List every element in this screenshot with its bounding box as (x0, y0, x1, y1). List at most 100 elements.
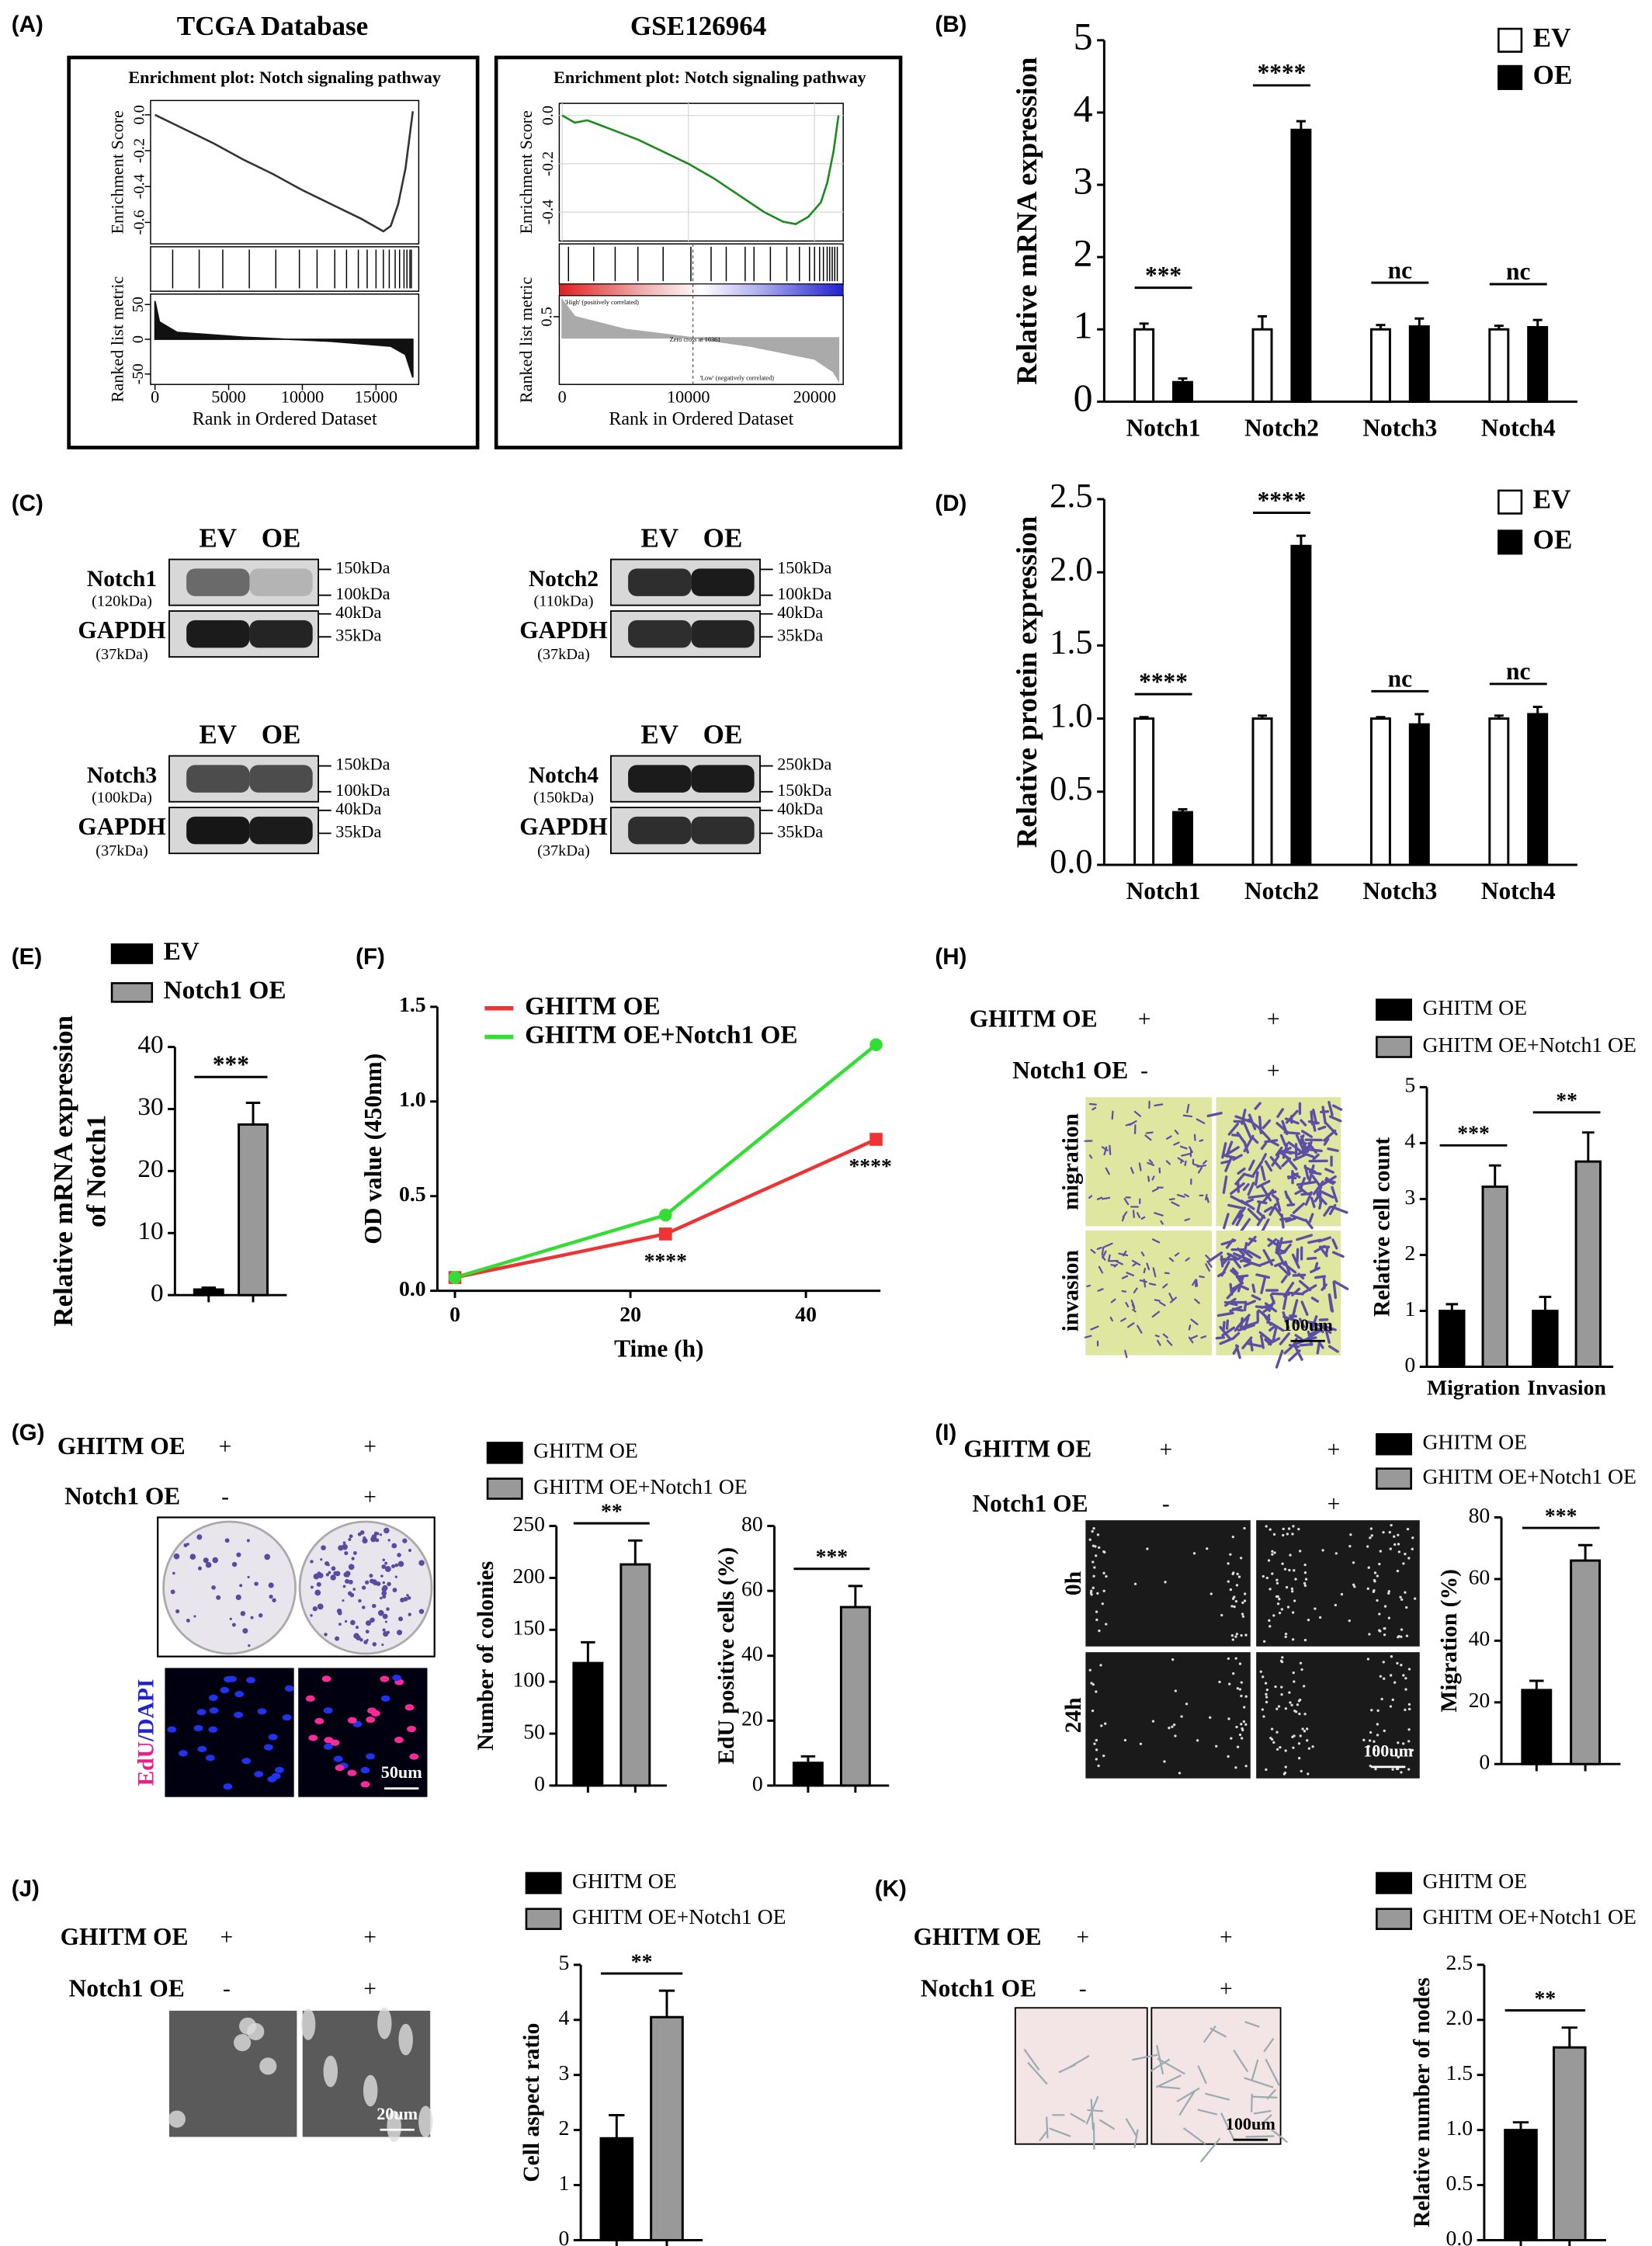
colony (331, 1566, 336, 1571)
cell-speck (1209, 1716, 1212, 1719)
cell-stain (1246, 1249, 1262, 1259)
plot-frame (150, 99, 420, 245)
cell-speck (1230, 1737, 1233, 1740)
cell-stain (1299, 1317, 1306, 1328)
control-label: GAPDH (519, 813, 607, 840)
control-size: (37kDa) (95, 842, 148, 859)
image-background (1256, 1520, 1420, 1647)
cell-stain (1192, 1279, 1196, 1286)
cell-stain (1159, 1301, 1166, 1307)
control-size: (37kDa) (537, 842, 590, 859)
cell-stain (1223, 1213, 1230, 1230)
cell-speck (1282, 1533, 1285, 1537)
legend-swatch (110, 982, 154, 1003)
cell-speck (1397, 1636, 1400, 1639)
cell-stain (1262, 1305, 1273, 1314)
y-tick-label: 1.0 (1446, 2116, 1473, 2140)
cell-speck (1352, 1583, 1355, 1586)
cell-speck (1262, 1715, 1265, 1718)
cell-speck (1275, 1578, 1279, 1581)
cell-stain (1310, 1196, 1316, 1208)
colony (327, 1563, 330, 1567)
cell-stain (1162, 1283, 1168, 1289)
cell-speck (1303, 1571, 1307, 1574)
x-tick-label: 0 (558, 387, 567, 407)
nucleus (223, 1783, 233, 1790)
cell-speck (1373, 1571, 1377, 1574)
y-tick-label: 2.0 (1446, 2005, 1473, 2029)
cell-speck (1379, 1550, 1382, 1553)
y-tick-label: 1.5 (1446, 2060, 1473, 2085)
condition-mark: + (1159, 1437, 1172, 1462)
tube-segment (1098, 2119, 1116, 2130)
cell-stain (1275, 1349, 1284, 1369)
cell-stain (1247, 1235, 1257, 1246)
cell-stain (1309, 1328, 1320, 1336)
panel-header: GSE126964 (630, 11, 766, 41)
target-size: (150kDa) (533, 790, 594, 807)
blot-band (249, 765, 313, 793)
cell-stain (1281, 1120, 1289, 1136)
cell-speck (1373, 1748, 1376, 1751)
cell-speck (1237, 1575, 1241, 1578)
cell-stain (1242, 1182, 1250, 1191)
cell-stain (1311, 1175, 1323, 1189)
bar (1133, 717, 1155, 866)
cell-stain (1260, 1304, 1273, 1310)
cell-stain (1231, 1133, 1241, 1137)
micrograph (1208, 1231, 1349, 1369)
y-axis-label: Relative mRNA expression (1011, 57, 1043, 385)
cell-speck (1270, 1727, 1274, 1730)
bar (1172, 811, 1193, 866)
cell-speck (1300, 1769, 1303, 1773)
cell-speck (1265, 1576, 1268, 1580)
y-tick-label: 1 (559, 2171, 570, 2195)
tube-segment (1149, 2058, 1171, 2073)
cell-speck (1397, 1543, 1400, 1546)
colony (264, 1553, 271, 1560)
cell-stain (1154, 1212, 1164, 1217)
colony (398, 1616, 404, 1622)
cell-speck (1393, 1681, 1397, 1684)
colony (387, 1581, 391, 1587)
cell-stain (1235, 1213, 1244, 1227)
cell-speck (1303, 1638, 1307, 1642)
x-tick-label: 0 (151, 387, 159, 407)
cell-stain (1248, 1159, 1255, 1172)
condition-mark: + (1138, 1007, 1151, 1032)
cell-speck (1091, 1710, 1095, 1713)
legend-label: GHITM OE (533, 1439, 638, 1463)
nucleus (321, 1675, 331, 1682)
row-label: invasion (1059, 1250, 1084, 1331)
cell-speck (1275, 1707, 1279, 1710)
cell-stain (1154, 1103, 1164, 1107)
cell-stain (1262, 1313, 1272, 1326)
cell-stain (1254, 1171, 1259, 1186)
cell-speck (1284, 1765, 1287, 1769)
blot-band (691, 816, 755, 845)
cell-speck (1231, 1597, 1235, 1600)
legend-swatch (1498, 27, 1523, 53)
cell-stain (1131, 1304, 1136, 1310)
colony-dish (162, 1520, 297, 1655)
cell-speck (1373, 1588, 1376, 1592)
cell-body (398, 2023, 413, 2056)
row-label: 0h (1061, 1571, 1086, 1595)
cell-stain (1271, 1194, 1279, 1201)
bar (1290, 544, 1312, 866)
colony (216, 1595, 221, 1600)
colony (384, 1527, 390, 1534)
cell-stain (1305, 1330, 1321, 1341)
legend-label: OE (1533, 524, 1573, 554)
micrograph (168, 2010, 297, 2137)
tube-segment (1085, 2095, 1099, 2125)
tube-segment (1178, 2091, 1196, 2116)
cell-stain (1280, 1275, 1288, 1283)
tube-segment (1233, 2050, 1249, 2073)
nucleus (197, 1745, 207, 1752)
legend-label: GHITM OE (525, 991, 661, 1020)
cell-stain (1118, 1252, 1129, 1257)
colony (377, 1609, 384, 1616)
cell-stain (1254, 1102, 1262, 1110)
cell-speck (1391, 1768, 1394, 1771)
